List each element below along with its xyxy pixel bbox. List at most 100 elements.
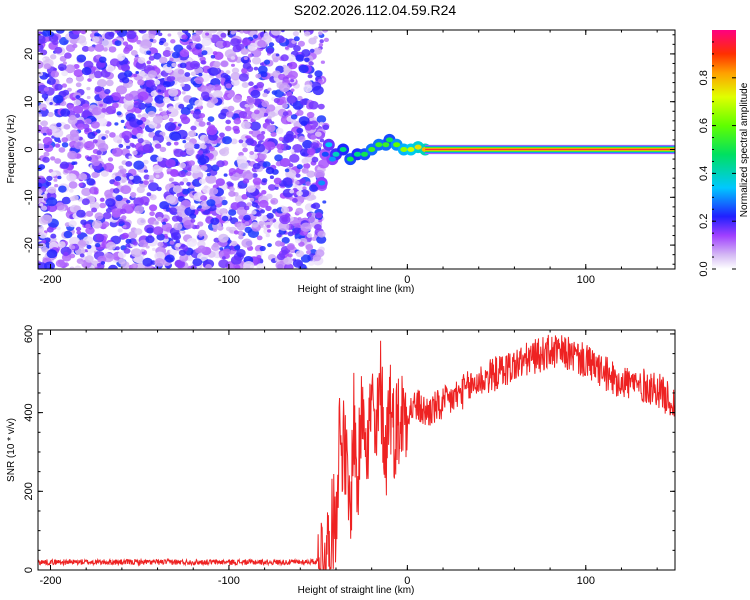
spectrogram-noise-cell (308, 37, 317, 45)
spectrogram-noise-cell (158, 108, 163, 112)
spectrogram-noise-cell (266, 47, 274, 54)
spectrogram-noise-cell (95, 233, 105, 241)
spectrogram-noise-cell (38, 46, 41, 50)
spectrogram-noise-cell (132, 241, 138, 246)
spectrogram-noise-cell (164, 235, 169, 239)
spectrogram-noise-cell (256, 133, 265, 141)
spectrogram-noise-cell (140, 39, 152, 49)
spectrogram-noise-cell (139, 180, 144, 184)
spectrogram-noise-cell (162, 50, 172, 57)
spectrogram-noise-cell (159, 56, 168, 64)
spectrogram-noise-cell (113, 181, 119, 186)
spectrogram-noise-cell (131, 263, 138, 269)
spectrogram-noise-cell (292, 144, 303, 153)
spectrogram-noise-cell (102, 212, 112, 220)
spectrogram-noise-cell (124, 93, 134, 101)
spectrogram-noise-cell (86, 95, 91, 100)
spectrogram-noise-cell (210, 54, 216, 59)
spectrogram-noise-cell (265, 233, 270, 238)
spectrogram-x-label: Height of straight line (km) (298, 284, 415, 295)
spectrogram-noise-cell (175, 259, 186, 269)
spectrogram-noise-cell (266, 212, 274, 219)
spectrogram-noise-cell (133, 73, 138, 78)
spectrogram-noise-cell (243, 205, 250, 211)
spectrogram-noise-cell (67, 104, 75, 111)
y-tick-label: -20 (23, 237, 35, 253)
spectrogram-noise-cell (95, 243, 101, 248)
spectrogram-noise-cell (197, 150, 204, 155)
spectrogram-noise-cell (38, 84, 49, 95)
spectrogram-noise-cell (279, 83, 290, 93)
spectrogram-noise-cell (282, 177, 293, 186)
spectrogram-noise-cell (38, 42, 44, 53)
spectrogram-noise-cell (104, 95, 114, 103)
spectrogram-noise-cell (138, 30, 147, 34)
spectrogram-noise-cell (262, 92, 268, 98)
spectrogram-noise-cell (215, 178, 225, 187)
spectrogram-noise-cell (97, 142, 109, 152)
spectrogram-noise-cell (252, 177, 262, 185)
spectrogram-noise-cell (90, 121, 100, 129)
spectrogram-noise-cell (287, 231, 294, 237)
spectrogram-noise-cell (146, 50, 152, 55)
spectrogram-signal-point (400, 147, 408, 152)
spectrogram-noise-cell (92, 36, 100, 43)
spectrogram-noise-cell (216, 160, 225, 168)
spectrogram-noise-cell (64, 52, 72, 59)
spectrogram-noise-cell (249, 197, 255, 202)
spectrogram-noise-cell (171, 232, 182, 241)
spectrogram-noise-cell (276, 253, 286, 261)
spectrogram-noise-cell (236, 249, 246, 257)
spectrogram-noise-cell (47, 77, 56, 86)
spectrogram-noise-cell (121, 77, 130, 84)
spectrogram-noise-cell (136, 186, 145, 194)
spectrogram-noise-cell (135, 71, 139, 74)
spectrogram-noise-cell (319, 138, 325, 143)
spectrogram-noise-cell (47, 111, 54, 118)
spectrogram-noise-cell (271, 53, 281, 61)
spectrogram-noise-cell (290, 78, 295, 83)
spectrogram-noise-cell (165, 254, 175, 263)
spectrogram-noise-cell (286, 54, 296, 62)
spectrogram-noise-cell (187, 256, 193, 262)
spectrogram-noise-cell (179, 49, 190, 58)
spectrogram-noise-cell (93, 190, 99, 195)
spectrogram-noise-cell (268, 111, 276, 118)
spectrogram-noise-cell (310, 195, 317, 200)
spectrogram-noise-cell (259, 199, 269, 208)
spectrogram-noise-cell (230, 38, 241, 47)
spectrogram-noise-cell (209, 187, 219, 195)
spectrogram-noise-cell (218, 112, 227, 120)
spectrogram-noise-cell (230, 202, 241, 211)
spectrogram-noise-cell (38, 143, 45, 150)
spectrogram-noise-cell (72, 30, 81, 35)
spectrogram-noise-cell (85, 210, 94, 217)
spectrogram-noise-cell (111, 210, 121, 218)
spectrogram-noise-cell (304, 57, 310, 63)
spectrogram-noise-cell (50, 233, 57, 239)
spectrogram-noise-cell (54, 158, 62, 164)
spectrogram-noise-cell (298, 64, 309, 74)
spectrogram-noise-cell (161, 111, 167, 116)
spectrogram-noise-cell (168, 207, 177, 215)
spectrogram-noise-cell (187, 57, 192, 62)
spectrogram-noise-cell (81, 187, 92, 197)
spectrogram-noise-cell (233, 118, 242, 125)
spectrogram-noise-cell (75, 95, 81, 99)
spectrogram-noise-cell (121, 130, 133, 140)
spectrogram-noise-cell (312, 254, 322, 262)
spectrogram-noise-cell (225, 70, 231, 75)
spectrogram-noise-cell (229, 186, 235, 192)
spectrogram-noise-cell (41, 57, 46, 61)
spectrogram-noise-cell (65, 44, 76, 52)
spectrogram-noise-cell (80, 219, 87, 225)
spectrogram-noise-cell (153, 220, 160, 226)
spectrogram-noise-cell (310, 134, 317, 140)
spectrogram-noise-cell (306, 170, 316, 178)
spectrogram-noise-cell (91, 207, 98, 213)
spectrogram-noise-cell (242, 171, 254, 181)
spectrogram-noise-cell (46, 226, 54, 233)
x-tick-label: -200 (39, 575, 61, 587)
spectrogram-noise-cell (211, 243, 220, 252)
spectrogram-noise-cell (103, 47, 108, 52)
